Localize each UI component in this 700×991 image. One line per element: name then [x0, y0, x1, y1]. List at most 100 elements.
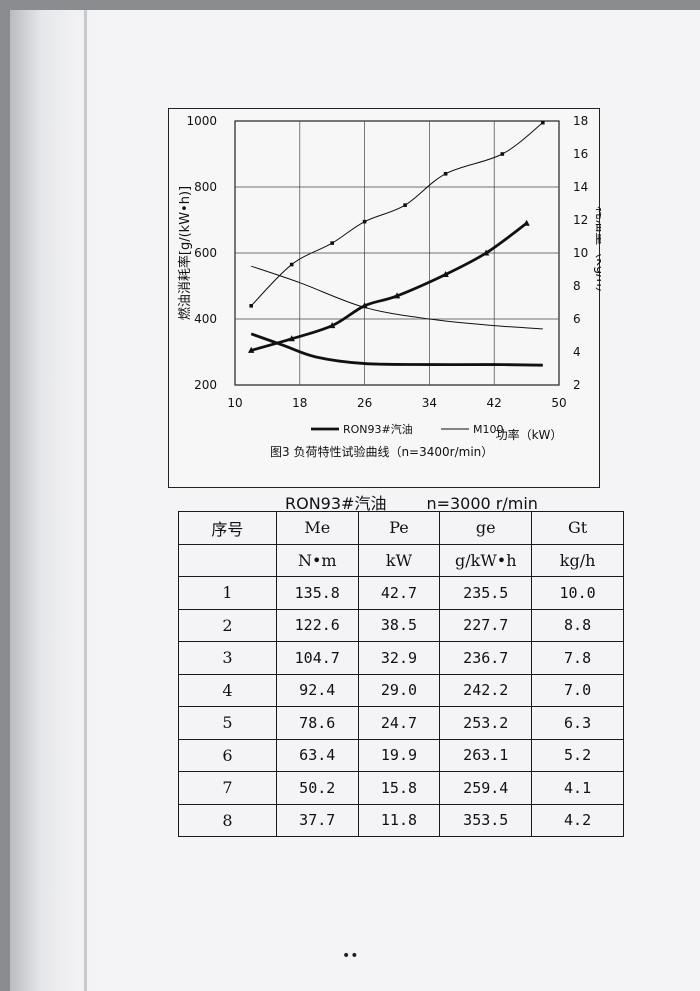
cell-me: 63.4	[275, 738, 359, 772]
cell-ge: 242.2	[439, 673, 533, 707]
header-index: 序号	[178, 511, 277, 545]
y-right-tick-label: 14	[573, 180, 588, 194]
table-row: 2 122.6 38.5 227.7 8.8	[178, 608, 624, 642]
y-right-tick-label: 8	[573, 279, 581, 293]
cell-index: 6	[178, 738, 277, 772]
cell-gt: 10.0	[531, 576, 624, 610]
cell-pe: 15.8	[357, 771, 441, 805]
cell-pe: 29.0	[357, 673, 441, 707]
cell-ge: 253.2	[439, 706, 533, 740]
y-right-tick-label: 10	[573, 246, 588, 260]
x-tick-label: 10	[227, 396, 242, 410]
cell-index: 1	[178, 576, 277, 610]
cell-gt: 7.0	[531, 673, 624, 707]
x-tick-label: 26	[357, 396, 372, 410]
y-right-tick-label: 6	[573, 312, 581, 326]
data-point-ron93-consumption	[442, 270, 449, 277]
unit-ge: g/kW•h	[439, 543, 533, 577]
table-row: 6 63.4 19.9 263.1 5.2	[178, 738, 624, 772]
figure-caption: 图3 负荷特性试验曲线（n=3400r/min）	[270, 445, 494, 459]
data-point-ron93-consumption	[248, 346, 255, 353]
table-row: 7 50.2 15.8 259.4 4.1	[178, 771, 624, 805]
cell-pe: 42.7	[357, 576, 441, 610]
test-data-table: 序号 Me Pe ge Gt N•m kW g/kW•h kg/h 1 135.…	[178, 511, 624, 837]
cell-pe: 11.8	[357, 803, 441, 837]
y-left-tick-label: 1000	[186, 114, 217, 128]
table-header-row: 序号 Me Pe ge Gt	[178, 511, 624, 545]
cell-ge: 235.5	[439, 576, 533, 610]
cell-gt: 4.1	[531, 771, 624, 805]
unit-pe: kW	[357, 543, 441, 577]
data-point-ron93-consumption	[482, 249, 490, 256]
cell-me: 92.4	[275, 673, 359, 707]
chart-frame: 10 18 26 34 42 50 200 400 600 800 1000 2 4 6 8 10 12 14 16…	[168, 108, 601, 488]
cell-gt: 6.3	[531, 706, 624, 740]
cell-index: 5	[178, 706, 277, 740]
cell-me: 37.7	[275, 803, 359, 837]
page-fold	[84, 10, 87, 991]
data-point-m100-consumption	[500, 152, 505, 156]
cell-index: 8	[178, 803, 277, 837]
header-pe: Pe	[357, 511, 441, 545]
cell-me: 78.6	[275, 706, 359, 740]
cell-pe: 32.9	[357, 641, 441, 675]
cell-me: 50.2	[275, 771, 359, 805]
data-point-ron93-consumption	[393, 292, 401, 299]
cell-me: 104.7	[275, 641, 359, 675]
cell-gt: 4.2	[531, 803, 624, 837]
table-title: RON93#汽油 n=3000 r/min	[285, 490, 538, 514]
data-point-ron93-consumption	[523, 219, 530, 226]
cell-ge: 227.7	[439, 608, 533, 642]
unit-me: N•m	[275, 543, 359, 577]
x-tick-label: 50	[551, 396, 566, 410]
table-row: 3 104.7 32.9 236.7 7.8	[178, 641, 624, 675]
cell-me: 135.8	[275, 576, 359, 610]
cell-ge: 259.4	[439, 771, 533, 805]
data-point-m100-consumption	[443, 172, 448, 176]
data-point-m100-consumption	[330, 241, 334, 245]
y-right-tick-label: 12	[573, 213, 588, 227]
table-row: 4 92.4 29.0 242.2 7.0	[178, 673, 624, 707]
cell-ge: 236.7	[439, 641, 533, 675]
cell-pe: 24.7	[357, 706, 441, 740]
table-row: 8 37.7 11.8 353.5 4.2	[178, 803, 624, 837]
x-tick-label: 42	[487, 396, 502, 410]
y-right-axis-label: 耗油量（kg/h）	[593, 206, 601, 299]
unit-gt: kg/h	[531, 543, 624, 577]
cell-ge: 353.5	[439, 803, 533, 837]
y-right-tick-label: 4	[573, 345, 581, 359]
table-title-fuel: RON93#汽油	[285, 494, 387, 513]
cell-pe: 19.9	[357, 738, 441, 772]
cell-gt: 5.2	[531, 738, 624, 772]
data-point-m100-consumption	[541, 120, 545, 125]
y-right-tick-label: 18	[573, 114, 588, 128]
cell-index: 2	[178, 608, 277, 642]
data-point-m100-consumption	[249, 304, 253, 308]
x-tick-label: 34	[422, 396, 437, 410]
table-title-speed: n=3000 r/min	[426, 494, 538, 513]
series-line-m100-right	[250, 122, 544, 307]
cell-me: 122.6	[275, 608, 359, 642]
x-axis-label: 功率（kW）	[496, 427, 563, 442]
y-left-tick-label: 800	[194, 180, 217, 194]
page-mark: ••	[342, 948, 359, 964]
y-left-tick-label: 600	[194, 246, 217, 260]
series-line-ron93-right	[250, 222, 528, 352]
cell-index: 7	[178, 771, 277, 805]
header-me: Me	[275, 511, 359, 545]
table-units-row: N•m kW g/kW•h kg/h	[178, 543, 624, 577]
data-point-ron93-consumption	[288, 335, 295, 342]
data-point-m100-consumption	[289, 262, 294, 267]
table-row: 5 78.6 24.7 253.2 6.3	[178, 706, 624, 740]
y-left-tick-label: 400	[194, 312, 217, 326]
load-characteristic-chart: 10 18 26 34 42 50 200 400 600 800 1000 2 4 6 8 10 12 14 16…	[177, 114, 601, 442]
legend-label-ron93: RON93#汽油	[343, 422, 413, 436]
data-point-ron93-consumption	[329, 322, 336, 329]
y-right-tick-label: 16	[573, 147, 588, 161]
cell-index: 3	[178, 641, 277, 675]
table-row: 1 135.8 42.7 235.5 10.0	[178, 576, 624, 610]
x-tick-label: 18	[292, 396, 307, 410]
cell-gt: 7.8	[531, 641, 624, 675]
cell-gt: 8.8	[531, 608, 624, 642]
data-point-m100-consumption	[403, 203, 407, 207]
